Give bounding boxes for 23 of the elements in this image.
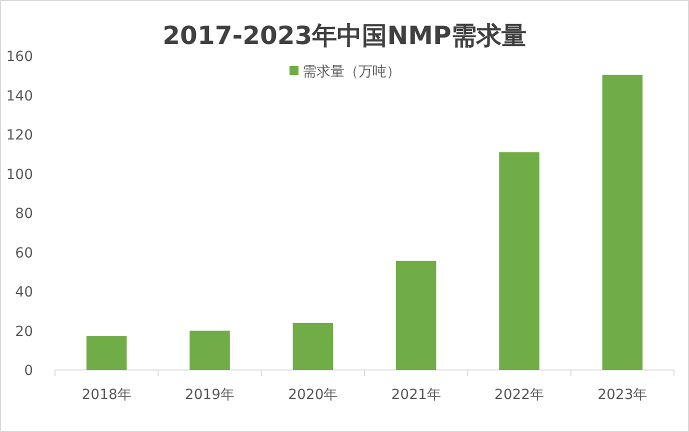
bar <box>190 330 230 370</box>
bar <box>292 322 334 370</box>
y-tick-label: 100 <box>6 166 33 183</box>
y-tick-label: 60 <box>15 245 33 262</box>
bar <box>602 74 643 370</box>
bar <box>499 152 540 370</box>
bar <box>396 260 436 370</box>
x-tick-label: 2020年 <box>288 387 338 403</box>
chart-title: 2017-2023年中国NMP需求量 <box>162 21 526 50</box>
x-tick-label: 2021年 <box>391 387 441 403</box>
y-tick-label: 80 <box>15 206 33 222</box>
x-tick-label: 2023年 <box>598 387 648 403</box>
legend-label: 需求量（万吨） <box>302 64 400 80</box>
x-tick-label: 2022年 <box>494 387 544 403</box>
y-tick-label: 0 <box>24 363 33 379</box>
x-tick-label: 2018年 <box>82 387 132 403</box>
x-tick-label: 2019年 <box>184 387 235 403</box>
y-tick-label: 160 <box>6 49 33 65</box>
y-tick-label: 20 <box>15 324 33 340</box>
bar <box>86 336 127 370</box>
y-tick-label: 140 <box>6 88 33 104</box>
y-tick-label: 120 <box>6 128 33 144</box>
y-tick-label: 40 <box>15 284 33 300</box>
